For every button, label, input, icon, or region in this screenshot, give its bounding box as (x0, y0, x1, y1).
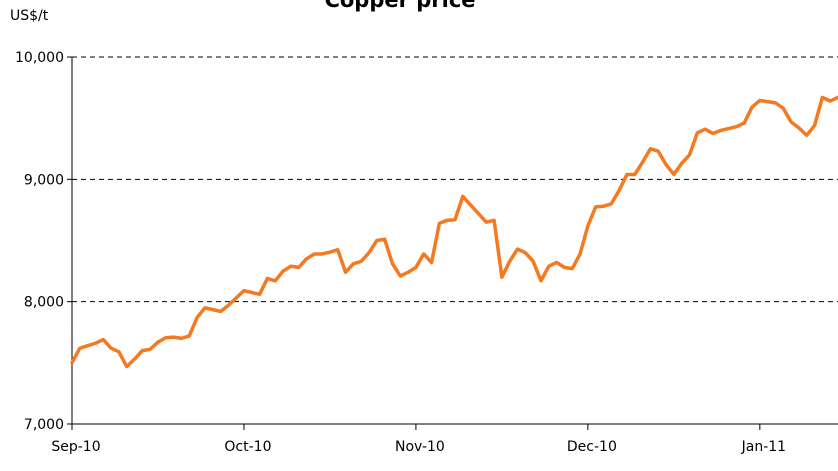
price-line (70, 95, 838, 369)
x-tick-label: Jan-11 (741, 439, 786, 455)
chart-title: Copper price (324, 0, 475, 12)
y-tick-label: 9,000 (24, 172, 64, 188)
y-tick-label: 8,000 (24, 295, 64, 311)
x-tick-label: Dec-10 (567, 439, 617, 455)
y-tick-label: 7,000 (24, 417, 64, 433)
y-axis-label: US$/t (10, 8, 49, 24)
x-tick-label: Nov-10 (395, 439, 445, 455)
y-tick-label: 10,000 (15, 50, 64, 66)
x-tick-label: Sep-10 (51, 439, 100, 455)
x-tick-label: Oct-10 (224, 439, 271, 455)
